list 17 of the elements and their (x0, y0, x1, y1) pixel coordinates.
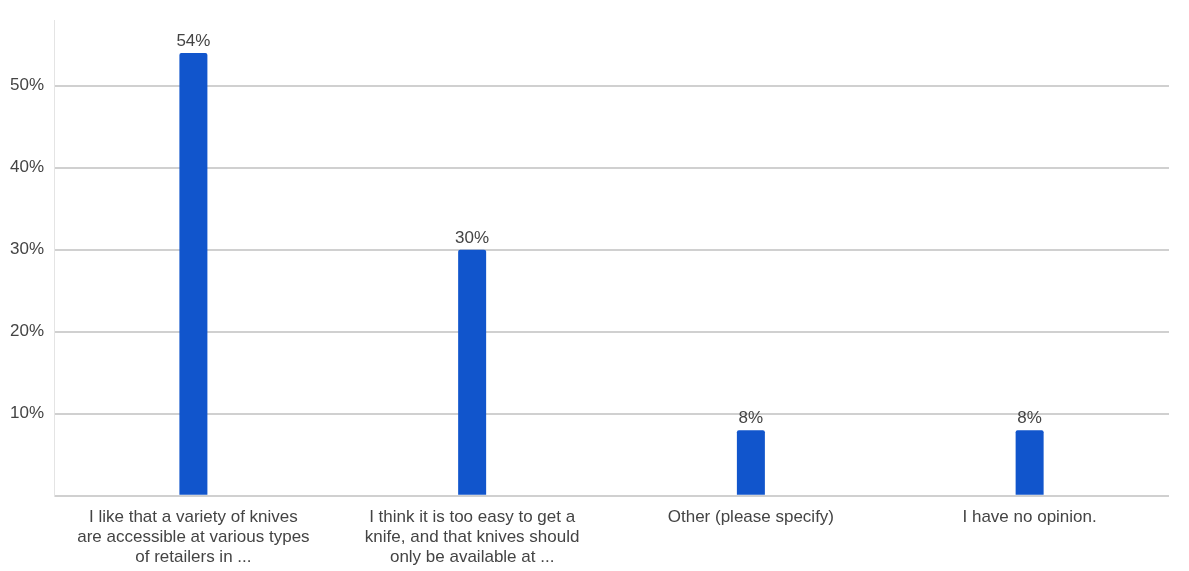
data-label: 8% (1017, 408, 1042, 428)
y-tick-label: 40% (9, 157, 45, 177)
data-label: 54% (176, 31, 211, 51)
bar (458, 249, 487, 495)
x-tick-label: Other (please specify) (667, 506, 835, 526)
bar (736, 430, 765, 495)
data-label: 8% (738, 408, 764, 428)
y-tick-label: 50% (9, 75, 45, 95)
data-label: 30% (455, 227, 490, 247)
y-tick-label: 20% (9, 321, 45, 341)
x-tick-label: I think it is too easy to get a knife, and that knives should only be available at ... (364, 506, 580, 567)
bar (179, 53, 208, 495)
y-tick-label: 10% (9, 403, 45, 423)
y-tick-label: 30% (9, 239, 45, 259)
x-tick-label: I like that a variety of knives are accessible at various types of retailers in ... (77, 506, 310, 567)
bar (1015, 430, 1044, 495)
x-tick-label: I have no opinion. (962, 506, 1097, 526)
